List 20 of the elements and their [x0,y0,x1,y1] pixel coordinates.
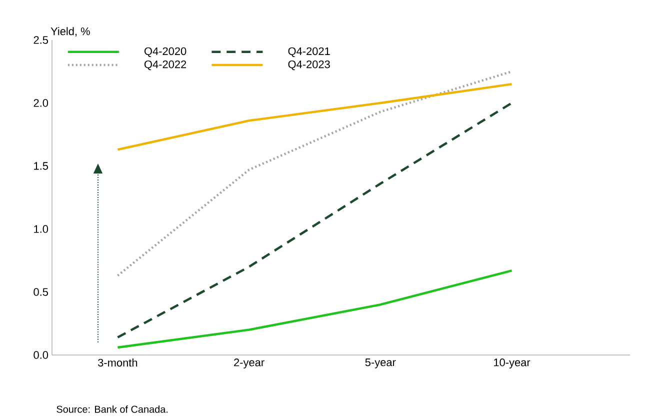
line-series [116,82,513,151]
y-axis-title: Yield, % [50,27,90,36]
source-note: Source: Bank of Canada. [56,405,168,413]
y-tick-label: 0.5 [34,288,48,296]
legend-label: Q4-2021 [288,47,330,58]
y-tick-label: 1.5 [34,162,48,170]
x-tick-label: 10-year [494,358,530,368]
x-tick-label: 5-year [365,358,396,368]
y-tick-label: 0.0 [34,351,48,359]
x-tick-label: 2-year [234,358,264,368]
y-tick-label: 2.0 [34,99,48,107]
line-series [116,70,513,277]
y-tick-label: 1.0 [34,225,48,233]
legend-label: Q4-2023 [288,60,330,70]
legend-label: Q4-2020 [144,47,186,58]
line-series [116,102,513,339]
line-series [116,269,513,349]
x-tick-label: 3-month [98,358,138,367]
y-tick-label: 2.5 [34,36,48,44]
legend-label: Q4-2022 [144,60,186,70]
